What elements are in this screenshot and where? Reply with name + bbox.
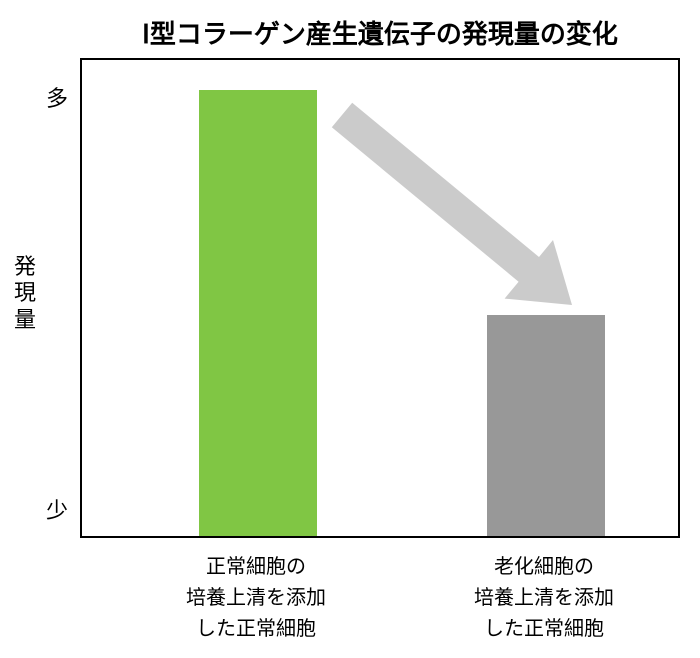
decrease-arrow — [82, 60, 682, 540]
y-tick-top: 多 — [46, 81, 68, 113]
y-tick-bottom: 少 — [46, 493, 68, 525]
chart-plot-area — [80, 58, 680, 538]
chart-title: Ⅰ型コラーゲン産生遺伝子の発現量の変化 — [80, 14, 680, 51]
x-label-normal: 正常細胞の 培養上清を添加 した正常細胞 — [136, 552, 376, 645]
y-axis-label: 発 現 量 — [14, 254, 36, 333]
x-label-senescent: 老化細胞の 培養上清を添加 した正常細胞 — [424, 552, 664, 645]
